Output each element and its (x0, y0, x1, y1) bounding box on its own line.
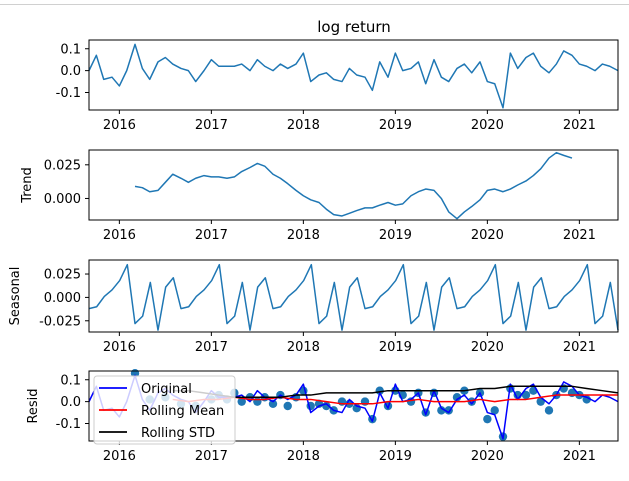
seasonal-ylabel: Seasonal (8, 267, 23, 326)
seasonal-ytick-label: 0.000 (44, 291, 81, 306)
resid-point (437, 406, 446, 415)
seasonal-series-line (88, 263, 619, 331)
legend-label-rolling-std: Rolling STD (141, 426, 215, 441)
seasonal-xtick-label: 2017 (195, 340, 228, 355)
seasonal-xtick-label: 2019 (379, 340, 412, 355)
panel-log-return: log return 2016 2017 2018 2019 2020 2021 0.1 0.… (56, 18, 619, 133)
log-return-series-line (88, 43, 619, 109)
log-return-xtick-label: 2017 (195, 118, 228, 133)
resid-ytick-label: 0.1 (60, 373, 81, 388)
panel-seasonal-frame (88, 259, 619, 333)
resid-point (521, 390, 531, 400)
resid-xtick-label: 2018 (287, 449, 320, 464)
legend-entry-rolling-mean: Rolling Mean (99, 404, 224, 419)
resid-point (467, 397, 476, 406)
panel-trend-frame (88, 149, 619, 221)
resid-xtick-label: 2017 (195, 449, 228, 464)
legend-entry-rolling-std: Rolling STD (99, 426, 215, 441)
panel-log-return-frame (88, 39, 619, 111)
resid-point (337, 397, 347, 406)
trend-xtick-label: 2021 (563, 228, 596, 243)
log-return-ytick-label: 0.0 (60, 64, 81, 79)
resid-point (483, 414, 492, 424)
log-return-xtick-label: 2021 (563, 118, 596, 133)
panel-resid-plot (88, 368, 619, 441)
trend-xtick-label: 2016 (103, 228, 136, 243)
log-return-ytick-label: 0.1 (60, 42, 81, 57)
resid-ylabel: Resid (26, 388, 41, 423)
panel-seasonal: Seasonal 2016 2017 2018 2019 2020 2021 0.025 0.… (8, 259, 619, 355)
trend-ytick-label: 0.025 (44, 158, 81, 173)
log-return-xtick-label: 2018 (287, 118, 320, 133)
seasonal-xtick-label: 2018 (287, 340, 320, 355)
legend-label-original: Original (141, 382, 192, 397)
panel-trend: Trend 2016 2017 2018 2019 2020 2021 0.025 0.000 (20, 149, 619, 243)
log-return-xtick-label: 2019 (379, 118, 412, 133)
seasonal-xtick-label: 2021 (563, 340, 596, 355)
seasonal-xtick-label: 2020 (471, 340, 504, 355)
panel-trend-plot (134, 151, 573, 220)
resid-point (237, 397, 246, 406)
legend-label-rolling-mean: Rolling Mean (141, 404, 224, 419)
resid-point (268, 399, 278, 409)
legend-entry-original: Original (99, 382, 192, 397)
log-return-ytick-label: -0.1 (56, 86, 81, 101)
resid-ytick-label: -0.1 (56, 417, 81, 432)
seasonal-xtick-label: 2016 (103, 340, 136, 355)
resid-ytick-label: 0.0 (60, 395, 81, 410)
chart-title: log return (317, 18, 391, 36)
trend-ytick-label: 0.000 (44, 192, 81, 207)
trend-xtick-label: 2019 (379, 228, 412, 243)
resid-point (490, 406, 499, 415)
panel-seasonal-plot (88, 263, 619, 331)
trend-series-line (134, 151, 573, 220)
legend: Original Rolling Mean Rolling STD (93, 375, 236, 445)
resid-xtick-label: 2016 (103, 449, 136, 464)
log-return-xtick-label: 2020 (471, 118, 504, 133)
resid-point (283, 401, 292, 411)
log-return-xtick-label: 2016 (103, 118, 136, 133)
panel-resid: Resid 2016 2017 2018 2019 2020 2021 0.1 0.0 -0.1… (26, 368, 619, 464)
resid-xtick-label: 2021 (563, 449, 596, 464)
resid-point (360, 397, 370, 406)
trend-ylabel: Trend (20, 167, 35, 204)
panel-log-return-plot (88, 43, 619, 109)
seasonal-ytick-label: 0.025 (44, 268, 81, 283)
panel-resid-frame (88, 370, 619, 442)
trend-xtick-label: 2020 (471, 228, 504, 243)
trend-xtick-label: 2017 (195, 228, 228, 243)
legend-box (93, 375, 236, 445)
rolling-std-line (172, 385, 619, 398)
rolling-mean-line (172, 394, 618, 405)
resid-xtick-label: 2020 (471, 449, 504, 464)
trend-xtick-label: 2018 (287, 228, 320, 243)
resid-point (452, 393, 462, 402)
resid-xtick-label: 2019 (379, 449, 412, 464)
resid-point (544, 406, 554, 415)
seasonal-ytick-label: -0.025 (39, 314, 81, 329)
